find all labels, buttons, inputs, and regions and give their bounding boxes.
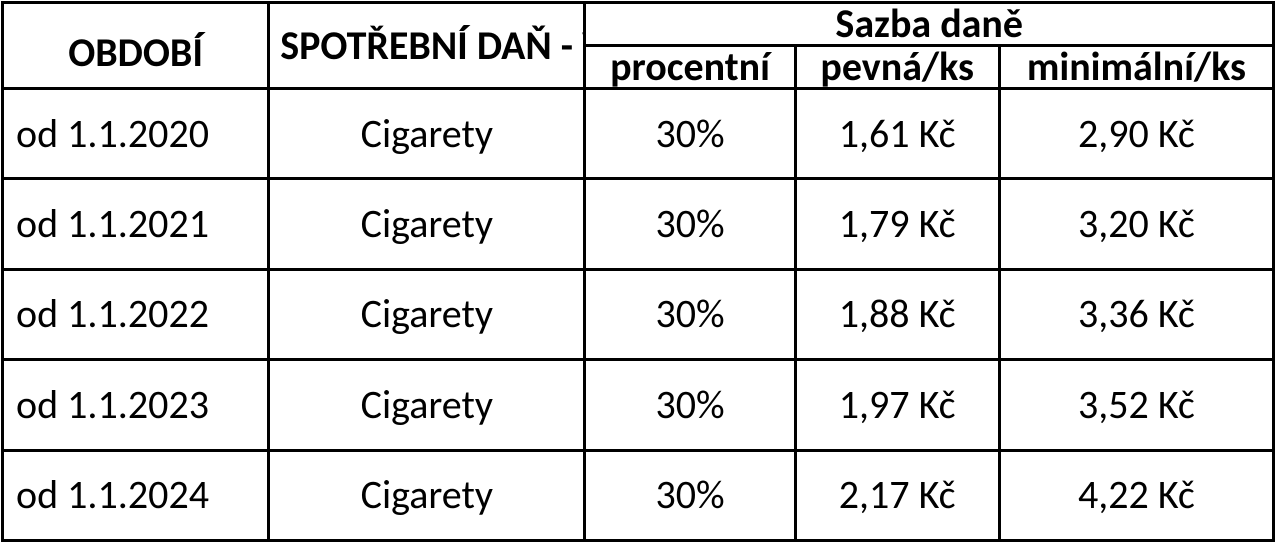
cell-product: Cigarety bbox=[269, 450, 585, 540]
cell-percent: 30% bbox=[585, 89, 795, 179]
cell-min: 3,36 Kč bbox=[999, 269, 1273, 359]
cell-period: od 1.1.2023 bbox=[3, 360, 269, 450]
col-header-min: minimální/ks bbox=[999, 46, 1273, 89]
cell-product: Cigarety bbox=[269, 89, 585, 179]
cell-product: Cigarety bbox=[269, 179, 585, 269]
cell-min: 2,90 Kč bbox=[999, 89, 1273, 179]
table-row: od 1.1.2024 Cigarety 30% 2,17 Kč 4,22 Kč bbox=[3, 450, 1274, 540]
cell-period: od 1.1.2022 bbox=[3, 269, 269, 359]
cell-fixed: 1,79 Kč bbox=[795, 179, 999, 269]
table-header-row-1: OBDOBÍ SPOTŘEBNÍ DAŇ - VÝROBEK Sazba dan… bbox=[3, 3, 1274, 46]
cell-percent: 30% bbox=[585, 269, 795, 359]
cell-period: od 1.1.2024 bbox=[3, 450, 269, 540]
cell-percent: 30% bbox=[585, 179, 795, 269]
table-row: od 1.1.2021 Cigarety 30% 1,79 Kč 3,20 Kč bbox=[3, 179, 1274, 269]
cell-percent: 30% bbox=[585, 360, 795, 450]
cell-period: od 1.1.2020 bbox=[3, 89, 269, 179]
table-row: od 1.1.2020 Cigarety 30% 1,61 Kč 2,90 Kč bbox=[3, 89, 1274, 179]
cell-percent: 30% bbox=[585, 450, 795, 540]
cell-min: 4,22 Kč bbox=[999, 450, 1273, 540]
col-header-product: SPOTŘEBNÍ DAŇ - VÝROBEK bbox=[269, 3, 585, 89]
col-header-period: OBDOBÍ bbox=[3, 3, 269, 89]
table-row: od 1.1.2022 Cigarety 30% 1,88 Kč 3,36 Kč bbox=[3, 269, 1274, 359]
cell-fixed: 2,17 Kč bbox=[795, 450, 999, 540]
cell-fixed: 1,61 Kč bbox=[795, 89, 999, 179]
cell-min: 3,20 Kč bbox=[999, 179, 1273, 269]
cell-fixed: 1,97 Kč bbox=[795, 360, 999, 450]
cell-period: od 1.1.2021 bbox=[3, 179, 269, 269]
cell-fixed: 1,88 Kč bbox=[795, 269, 999, 359]
tax-table: OBDOBÍ SPOTŘEBNÍ DAŇ - VÝROBEK Sazba dan… bbox=[1, 1, 1275, 542]
cell-product: Cigarety bbox=[269, 360, 585, 450]
col-header-fixed: pevná/ks bbox=[795, 46, 999, 89]
tax-table-container: OBDOBÍ SPOTŘEBNÍ DAŇ - VÝROBEK Sazba dan… bbox=[0, 0, 1280, 543]
col-header-rate-group: Sazba daně bbox=[585, 3, 1274, 46]
cell-min: 3,52 Kč bbox=[999, 360, 1273, 450]
table-row: od 1.1.2023 Cigarety 30% 1,97 Kč 3,52 Kč bbox=[3, 360, 1274, 450]
col-header-percent: procentní bbox=[585, 46, 795, 89]
cell-product: Cigarety bbox=[269, 269, 585, 359]
